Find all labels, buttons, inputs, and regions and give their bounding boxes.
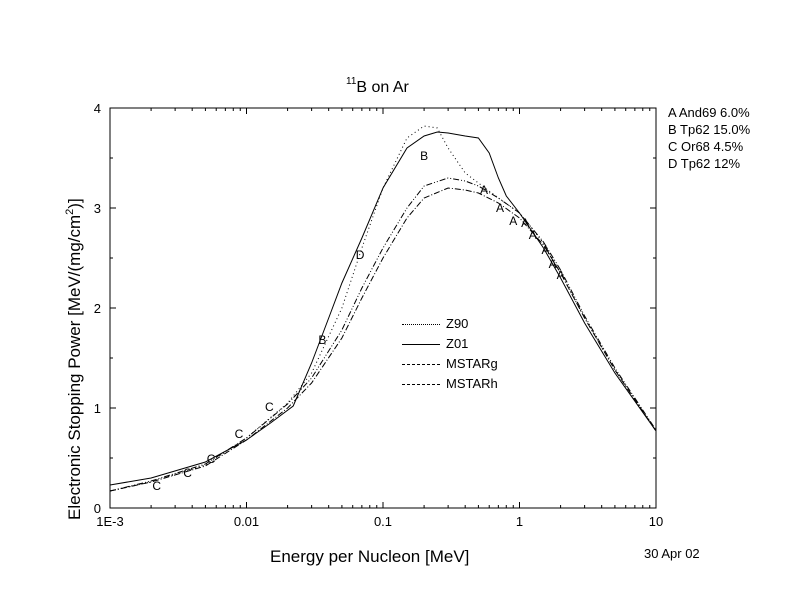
data-marker-c: C <box>183 466 192 480</box>
x-tick-label: 0.01 <box>234 514 259 529</box>
reference-d: D Tp62 12% <box>668 156 741 171</box>
legend: Z90 Z01 MSTARg MSTARh <box>402 314 498 394</box>
series-line-z01 <box>109 131 657 486</box>
data-marker-a: A <box>549 257 557 271</box>
data-marker-a: A <box>521 216 529 230</box>
legend-swatch-dotted <box>402 323 440 325</box>
y-axis-label: Electronic Stopping Power [MeV/(mg/cm2)] <box>64 198 84 520</box>
plot-frame <box>109 107 657 509</box>
legend-item-mstarh: MSTARh <box>402 374 498 394</box>
reference-list: A And69 6.0% B Tp62 15.0% C Or68 4.5% D … <box>668 104 750 172</box>
legend-swatch-solid <box>402 343 440 345</box>
data-marker-b: B <box>318 333 326 347</box>
y-tick-label: 2 <box>94 301 101 316</box>
legend-item-z01: Z01 <box>402 334 498 354</box>
y-tick-label: 3 <box>94 201 101 216</box>
chart-title: 11B on Ar <box>346 76 409 96</box>
y-tick-label: 0 <box>94 501 101 516</box>
legend-swatch-dashdotdot <box>402 383 440 385</box>
data-marker-a: A <box>529 228 537 242</box>
legend-item-z90: Z90 <box>402 314 498 334</box>
data-marker-a: A <box>541 243 549 257</box>
data-marker-b: B <box>420 149 428 163</box>
x-tick-label: 1E-3 <box>96 514 123 529</box>
x-tick-label: 10 <box>649 514 663 529</box>
data-marker-a: A <box>557 268 565 282</box>
series-line-mstarh <box>109 177 657 492</box>
x-tick-label: 1 <box>516 514 523 529</box>
legend-swatch-dashdot <box>402 363 440 365</box>
data-marker-a: A <box>480 183 488 197</box>
x-tick-label: 0.1 <box>374 514 392 529</box>
data-marker-a: A <box>496 201 504 215</box>
data-marker-c: C <box>265 400 274 414</box>
reference-c: C Or68 4.5% <box>668 139 744 154</box>
series-line-z90 <box>109 125 657 492</box>
x-axis-label: Energy per Nucleon [MeV] <box>270 547 470 566</box>
data-marker-a: A <box>509 214 517 228</box>
series-lines <box>109 125 657 492</box>
series-line-mstarg <box>109 187 657 492</box>
y-tick-label: 1 <box>94 401 101 416</box>
data-marker-c: C <box>207 452 216 466</box>
legend-item-mstarg: MSTARg <box>402 354 498 374</box>
data-marker-d: D <box>356 248 365 262</box>
reference-a: A And69 6.0% <box>668 105 750 120</box>
axes: 1E-3 0.01 0.1 1 10 0 1 2 3 4 <box>94 101 663 529</box>
reference-b: B Tp62 15.0% <box>668 122 751 137</box>
data-marker-c: C <box>235 427 244 441</box>
date-stamp: 30 Apr 02 <box>644 546 700 561</box>
y-tick-label: 4 <box>94 101 101 116</box>
data-marker-c: C <box>152 479 161 493</box>
